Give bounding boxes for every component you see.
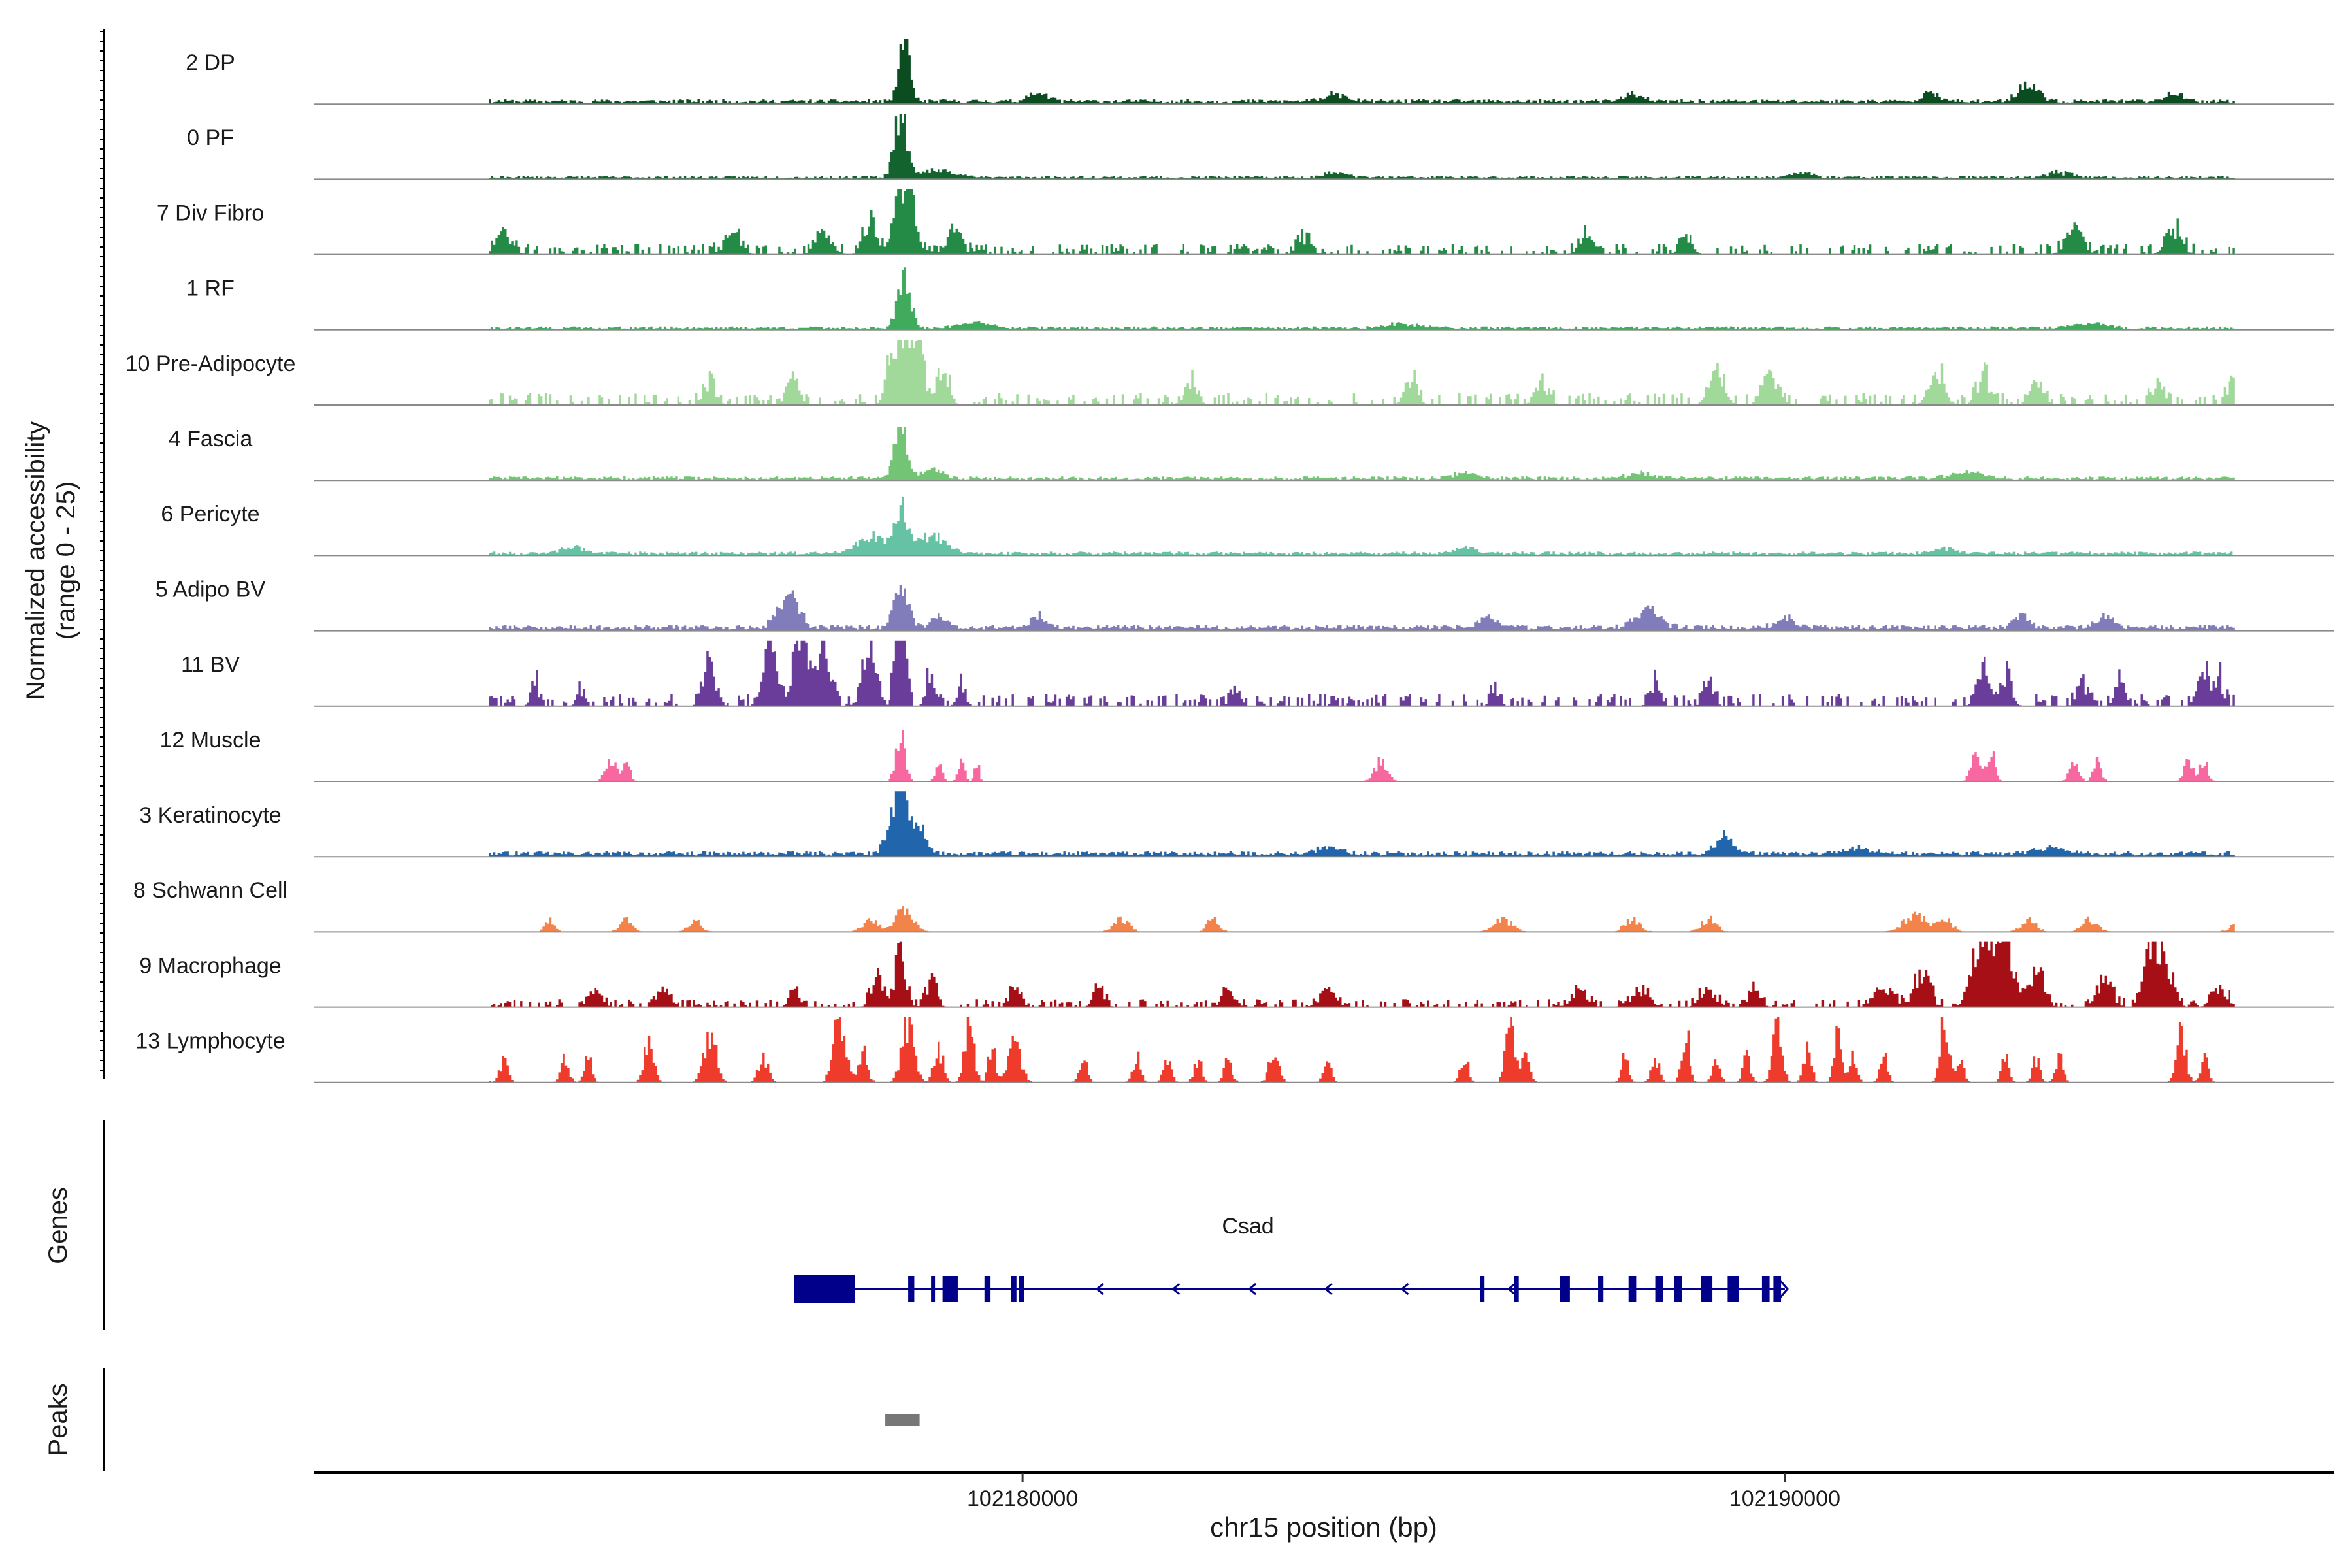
track-label: 9 Macrophage <box>139 953 281 978</box>
gene-exon <box>1019 1276 1024 1302</box>
gene-exon <box>1773 1276 1782 1302</box>
track-label: 12 Muscle <box>160 728 261 753</box>
gene-exon <box>1674 1276 1682 1302</box>
gene-exon <box>984 1276 991 1302</box>
track-7-div-fibro: 7 Div Fibro <box>157 189 2334 255</box>
track-label: 7 Div Fibro <box>157 201 264 225</box>
coverage-area <box>314 640 2334 706</box>
gene-exon <box>1480 1276 1485 1302</box>
x-tick-label: 102180000 <box>967 1486 1078 1511</box>
coverage-area <box>314 340 2334 405</box>
coverage-area <box>314 427 2334 481</box>
genes-panel: Genes Csad <box>44 1120 1789 1330</box>
coverage-area <box>314 189 2334 255</box>
x-axis-label: chr15 position (bp) <box>1210 1512 1437 1543</box>
track-label: 4 Fascia <box>169 427 253 451</box>
track-label: 8 Schwann Cell <box>133 878 287 903</box>
gene-exon <box>1598 1276 1604 1302</box>
coverage-area <box>314 267 2334 330</box>
track-1-rf: 1 RF <box>186 267 2334 331</box>
strand-arrow <box>1095 1282 1104 1296</box>
gene-exon <box>1628 1276 1637 1302</box>
coverage-area <box>314 497 2334 556</box>
gene-exon <box>931 1276 936 1302</box>
track-label: 5 Adipo BV <box>155 577 266 602</box>
track-label: 11 BV <box>181 653 240 678</box>
gene-exon <box>942 1276 958 1302</box>
gene-exon <box>1761 1276 1770 1302</box>
gene-exon <box>1655 1276 1663 1302</box>
track-label: 2 DP <box>186 50 235 75</box>
x-axis: 102180000 102190000 chr15 position (bp) <box>314 1471 2334 1543</box>
track-0-pf: 0 PF <box>187 114 2334 180</box>
coverage-area <box>314 941 2334 1007</box>
peak-region <box>885 1414 920 1426</box>
gene-exon <box>1701 1276 1713 1302</box>
strand-arrow <box>1400 1282 1409 1296</box>
track-9-macrophage: 9 Macrophage <box>139 941 2334 1008</box>
track-3-keratinocyte: 3 Keratinocyte <box>139 791 2334 858</box>
gene-exon <box>1514 1276 1519 1302</box>
track-8-schwann-cell: 8 Schwann Cell <box>133 878 2334 933</box>
strand-arrow <box>1171 1282 1181 1296</box>
coverage-tracks: 2 DP 0 PF 7 Div Fibro 1 RF 10 Pre-Adipocyte 4… <box>125 39 2334 1083</box>
coverage-area <box>314 730 2334 781</box>
coverage-area <box>314 1017 2334 1083</box>
track-label: 10 Pre-Adipocyte <box>125 351 296 376</box>
track-2-dp: 2 DP <box>186 39 2334 105</box>
track-label: 0 PF <box>187 125 234 150</box>
coverage-area <box>314 114 2334 180</box>
track-12-muscle: 12 Muscle <box>160 728 2334 782</box>
genes-label: Genes <box>44 1187 73 1264</box>
y-axis-label-line1: Normalized accessibility <box>22 421 50 700</box>
track-label: 1 RF <box>186 276 235 301</box>
track-13-lymphocyte: 13 Lymphocyte <box>135 1017 2334 1083</box>
track-label: 3 Keratinocyte <box>139 803 281 828</box>
gene-exon <box>1011 1276 1017 1302</box>
track-label: 6 Pericyte <box>161 502 259 527</box>
coverage-area <box>314 585 2334 631</box>
track-5-adipo-bv: 5 Adipo BV <box>155 577 2334 632</box>
strand-arrow <box>1778 1279 1789 1299</box>
peaks-panel: Peaks <box>44 1368 920 1471</box>
x-tick-label: 102190000 <box>1729 1486 1840 1511</box>
gene-exon <box>1727 1276 1739 1302</box>
track-10-pre-adipocyte: 10 Pre-Adipocyte <box>125 340 2334 406</box>
strand-arrow <box>1507 1282 1516 1296</box>
gene-exon <box>1560 1276 1570 1302</box>
coverage-area <box>314 39 2334 105</box>
coverage-area <box>314 791 2334 857</box>
track-label: 13 Lymphocyte <box>135 1029 285 1054</box>
gene-model-csad <box>794 1275 1789 1303</box>
gene-name-csad: Csad <box>1222 1214 1273 1239</box>
track-4-fascia: 4 Fascia <box>169 427 2334 482</box>
peaks-label: Peaks <box>44 1383 73 1456</box>
gene-exon <box>794 1275 855 1303</box>
strand-arrow <box>1324 1282 1333 1296</box>
peak-regions <box>885 1414 920 1426</box>
x-axis-ticks: 102180000 102190000 <box>967 1473 1840 1511</box>
track-11-bv: 11 BV <box>181 640 2334 707</box>
y-axis-ticks <box>100 31 104 1071</box>
y-axis-label: Normalized accessibility (range 0 - 25) <box>22 421 80 700</box>
coverage-area <box>314 906 2334 932</box>
strand-arrow <box>1247 1282 1257 1296</box>
gene-exon <box>908 1276 915 1302</box>
track-6-pericyte: 6 Pericyte <box>161 497 2334 557</box>
y-axis-label-line2: (range 0 - 25) <box>52 482 80 640</box>
